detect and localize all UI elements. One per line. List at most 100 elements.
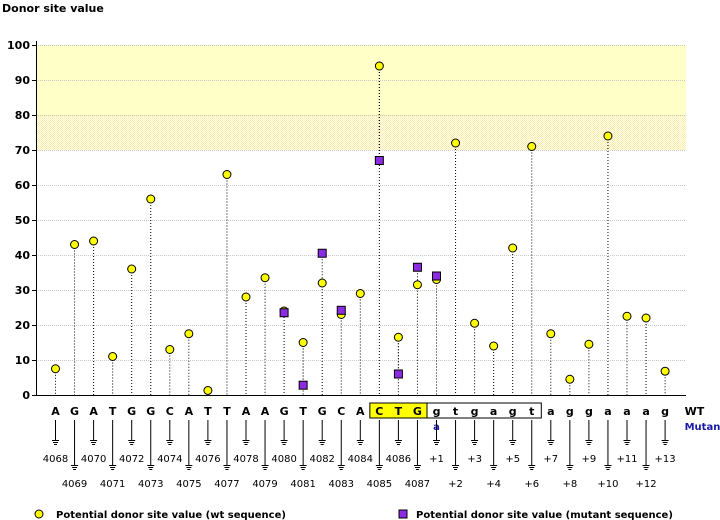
- position-label: 4077: [214, 479, 239, 490]
- sequence-base: a: [642, 405, 649, 418]
- sequence-base: C: [166, 405, 174, 418]
- sequence-base: a: [490, 405, 497, 418]
- wt-point: [222, 170, 232, 179]
- wt-point: [412, 280, 422, 290]
- position-label: 4068: [43, 454, 68, 465]
- legend-label-mutant: Potential donor site value (mutant seque…: [416, 510, 673, 520]
- position-label: 4072: [119, 454, 144, 465]
- position-label: 4082: [309, 454, 334, 465]
- y-tick-label: 20: [15, 319, 31, 332]
- position-label: 4084: [348, 454, 373, 465]
- wt-point: [165, 345, 175, 354]
- wt-point: [70, 240, 80, 249]
- legend-swatch-wt: [34, 509, 44, 519]
- wt-point: [241, 292, 251, 302]
- position-connector: [490, 420, 498, 470]
- position-label: +6: [524, 479, 539, 490]
- position-label: 4070: [81, 454, 106, 465]
- position-label: +3: [467, 454, 482, 465]
- sequence-base: a: [547, 405, 554, 418]
- y-tick-label: 10: [15, 354, 31, 367]
- position-label: 4083: [329, 479, 354, 490]
- wt-point: [622, 311, 632, 321]
- position-connector: [375, 420, 383, 470]
- sequence-base: A: [51, 405, 60, 418]
- position-connector: [623, 420, 631, 445]
- position-connector: [147, 420, 155, 470]
- wt-point: [51, 364, 60, 374]
- gridline: [36, 115, 686, 116]
- mutant-point: [393, 369, 403, 379]
- position-connector: [223, 420, 231, 470]
- sequence-base: A: [89, 405, 98, 418]
- gridline: [36, 325, 686, 326]
- sequence-base: g: [585, 405, 593, 418]
- position-label: +13: [655, 454, 676, 465]
- sequence-base: T: [299, 405, 307, 418]
- sequence-base: T: [395, 405, 403, 418]
- position-label: 4071: [100, 479, 125, 490]
- wt-point: [489, 341, 499, 351]
- position-connector: [261, 420, 269, 470]
- position-label: +12: [635, 479, 656, 490]
- sequence-base: A: [261, 405, 270, 418]
- sequence-base: G: [280, 405, 289, 418]
- position-connector: [185, 420, 193, 470]
- sequence-base: T: [204, 405, 212, 418]
- legend-label-wt: Potential donor site value (wt sequence): [56, 510, 286, 520]
- sequence-base: g: [661, 405, 669, 418]
- position-label: 4073: [138, 479, 163, 490]
- sequence-base: g: [471, 405, 479, 418]
- position-label: 4069: [62, 479, 87, 490]
- wt-point: [298, 338, 308, 347]
- position-connector: [337, 420, 345, 470]
- position-connector: [585, 420, 593, 445]
- wt-point: [470, 318, 480, 328]
- wt-point: [508, 243, 518, 253]
- wt-point: [146, 194, 156, 204]
- mutant-point: [374, 156, 384, 165]
- y-tick-label: 90: [15, 74, 31, 87]
- position-connector: [356, 420, 364, 445]
- y-tick-label: 60: [15, 179, 31, 192]
- position-label: +10: [597, 479, 618, 490]
- y-tick-label: 30: [15, 284, 31, 297]
- position-label: 4087: [405, 479, 430, 490]
- wt-point: [660, 366, 670, 376]
- position-connector: [52, 420, 59, 445]
- position-label: +1: [429, 454, 444, 465]
- position-connector: [661, 420, 669, 445]
- position-label: +7: [543, 454, 558, 465]
- position-label: +5: [505, 454, 520, 465]
- wt-point: [374, 61, 384, 71]
- position-connector: [547, 420, 555, 445]
- intron-box: [426, 402, 542, 419]
- position-label: 4085: [367, 479, 392, 490]
- mutant-point: [317, 248, 327, 258]
- sequence-base: T: [223, 405, 231, 418]
- position-label: +2: [448, 479, 463, 490]
- position-label: 4075: [176, 479, 201, 490]
- gridline: [36, 220, 686, 221]
- position-connector: [471, 420, 479, 445]
- wt-point: [641, 313, 651, 323]
- position-label: 4081: [290, 479, 315, 490]
- gridline: [36, 255, 686, 256]
- y-tick-label: 0: [22, 389, 30, 402]
- legend-swatch-mutant: [398, 509, 408, 519]
- position-connector: [166, 420, 174, 445]
- sequence-base: G: [318, 405, 327, 418]
- position-connector: [318, 420, 326, 445]
- gridline: [36, 185, 686, 186]
- position-connector: [566, 420, 574, 470]
- position-label: +11: [616, 454, 637, 465]
- position-connector: [299, 420, 307, 470]
- position-connector: [242, 420, 250, 445]
- sequence-base: a: [623, 405, 630, 418]
- wt-point: [565, 374, 575, 384]
- wt-point: [393, 332, 403, 342]
- position-label: 4076: [195, 454, 220, 465]
- wt-point: [546, 329, 556, 339]
- position-label: 4079: [252, 479, 277, 490]
